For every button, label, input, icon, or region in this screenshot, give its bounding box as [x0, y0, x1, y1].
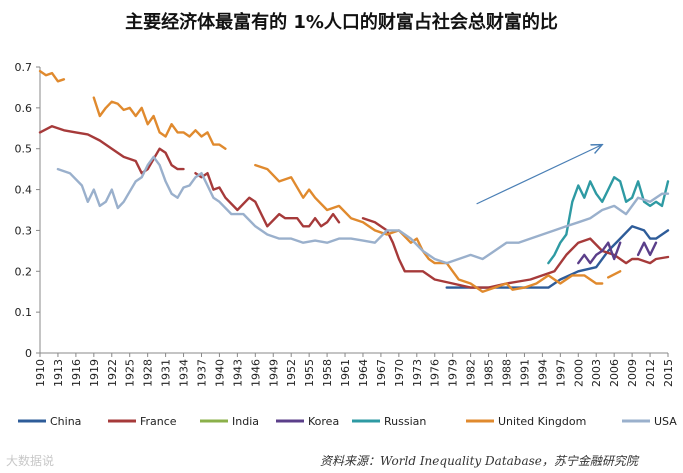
x-tick-label: 1982: [465, 359, 478, 387]
x-tick-label: 1946: [249, 359, 262, 387]
x-tick-label: 1976: [429, 359, 442, 387]
x-tick-label: 1943: [231, 359, 244, 387]
x-tick-label: 2009: [626, 359, 639, 387]
trend-arrow: [476, 145, 603, 205]
x-tick-label: 1991: [518, 359, 531, 387]
series-line-france: [38, 125, 185, 175]
series-line-france: [194, 172, 341, 228]
series-line-france: [361, 217, 670, 289]
x-tick-label: 1922: [106, 359, 119, 387]
x-tick-label: 1913: [52, 359, 65, 387]
watermark: 大数据说: [6, 454, 55, 468]
x-tick-label: 1967: [375, 359, 388, 387]
x-tick-label: 1970: [393, 359, 406, 387]
series-line-united-kingdom: [38, 69, 66, 83]
source-note: 资料来源：World Inequality Database，苏宁金融研究院: [320, 454, 638, 468]
legend-label-france: France: [140, 415, 177, 428]
legend-label-usa: USA: [654, 415, 677, 428]
x-tick-label: 1952: [285, 359, 298, 387]
y-tick-label: 0.1: [15, 306, 33, 319]
series-line-korea: [636, 241, 658, 257]
x-tick-label: 1916: [70, 359, 83, 387]
chart-title: 主要经济体最富有的 1%人口的财富占社会总财富的比: [125, 12, 558, 33]
x-tick-label: 1985: [483, 359, 496, 387]
x-tick-label: 1949: [267, 359, 280, 387]
legend-label-united-kingdom: United Kingdom: [498, 415, 586, 428]
x-tick-label: 1940: [213, 359, 226, 387]
y-tick-label: 0.6: [15, 102, 33, 115]
series-line-united-kingdom: [92, 96, 227, 150]
x-tick-label: 2006: [608, 359, 621, 387]
x-tick-label: 1994: [536, 359, 549, 387]
x-tick-label: 1958: [321, 359, 334, 387]
series-line-korea: [577, 241, 622, 265]
x-tick-label: 1997: [554, 359, 567, 387]
x-tick-label: 1955: [303, 359, 316, 387]
x-tick-label: 2000: [572, 359, 585, 387]
x-tick-label: 1988: [501, 359, 514, 387]
x-tick-label: 1961: [339, 359, 352, 387]
x-tick-label: 2012: [644, 359, 657, 387]
y-tick-label: 0.3: [15, 224, 33, 237]
x-tick-label: 1931: [160, 359, 173, 387]
x-tick-label: 1973: [411, 359, 424, 387]
legend-label-russian: Russian: [384, 415, 426, 428]
legend-label-india: India: [232, 415, 259, 428]
x-tick-label: 1937: [195, 359, 208, 387]
x-tick-label: 1928: [142, 359, 155, 387]
x-tick-label: 1919: [88, 359, 101, 387]
y-tick-label: 0: [25, 347, 32, 360]
y-tick-label: 0.2: [15, 265, 33, 278]
x-tick-label: 1910: [34, 359, 47, 387]
series-line-united-kingdom: [254, 163, 604, 293]
series-line-russian: [547, 176, 670, 265]
x-tick-label: 2015: [662, 359, 675, 387]
series-line-usa: [56, 155, 670, 265]
x-tick-label: 1925: [124, 359, 137, 387]
y-tick-label: 0.5: [15, 143, 33, 156]
series-line-united-kingdom: [607, 270, 622, 279]
x-tick-label: 1934: [178, 359, 191, 387]
x-tick-label: 1979: [447, 359, 460, 387]
x-tick-label: 1964: [357, 359, 370, 387]
legend-label-korea: Korea: [308, 415, 339, 428]
y-tick-label: 0.7: [15, 61, 33, 74]
series-line-china: [445, 225, 670, 289]
y-tick-label: 0.4: [15, 184, 33, 197]
x-tick-label: 2003: [590, 359, 603, 387]
legend-label-china: China: [50, 415, 81, 428]
